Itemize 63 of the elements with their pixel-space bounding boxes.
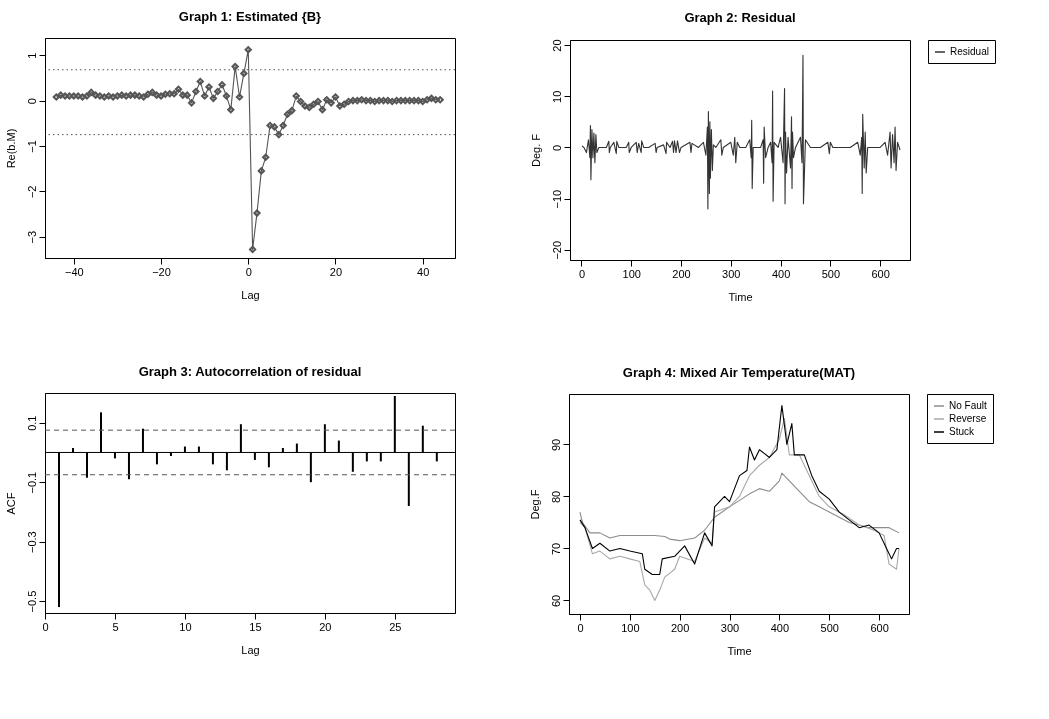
line-series bbox=[579, 417, 900, 602]
y-tick-label: −1 bbox=[25, 140, 38, 153]
legend-label: Reverse bbox=[949, 413, 987, 424]
x-tick-label: 0 bbox=[577, 621, 584, 634]
x-tick-label: 300 bbox=[722, 267, 741, 280]
x-tick-label: −40 bbox=[64, 265, 84, 278]
y-axis-title: ACF bbox=[4, 492, 17, 515]
y-tick-label: −0.1 bbox=[25, 471, 38, 494]
y-tick-label: 1 bbox=[25, 52, 38, 59]
legend-label: Residual bbox=[950, 46, 989, 57]
y-tick-label: −10 bbox=[550, 189, 563, 209]
x-tick-label: 0 bbox=[578, 267, 586, 280]
x-tick-label: 10 bbox=[179, 620, 192, 633]
x-tick-label: 25 bbox=[389, 620, 402, 633]
x-axis-title: Lag bbox=[241, 643, 260, 656]
chart-title: Graph 1: Estimated {B} bbox=[178, 9, 322, 24]
y-tick-label: 70 bbox=[549, 542, 562, 556]
y-tick-label: 10 bbox=[550, 90, 563, 103]
y-tick-label: −3 bbox=[25, 230, 38, 244]
y-tick-label: 0.1 bbox=[25, 415, 38, 431]
y-tick-label: −2 bbox=[25, 185, 38, 199]
y-axis-title: Deg. F bbox=[529, 133, 542, 168]
x-tick-label: 400 bbox=[770, 621, 790, 634]
y-axis-title: Re(b.M) bbox=[4, 128, 17, 169]
x-tick-label: 15 bbox=[249, 620, 262, 633]
x-tick-label: 500 bbox=[821, 267, 841, 280]
x-tick-label: 200 bbox=[672, 267, 691, 280]
x-tick-label: 100 bbox=[622, 267, 641, 280]
x-tick-label: 300 bbox=[720, 621, 740, 634]
y-tick-label: −0.5 bbox=[25, 590, 38, 613]
x-tick-label: 100 bbox=[621, 621, 640, 634]
x-tick-label: 40 bbox=[417, 265, 430, 278]
x-tick-label: 400 bbox=[771, 267, 791, 280]
x-tick-label: 20 bbox=[319, 620, 332, 633]
x-tick-label: 600 bbox=[871, 267, 890, 280]
line-series bbox=[579, 472, 900, 542]
y-tick-label: 90 bbox=[549, 438, 562, 452]
legend-label: Stuck bbox=[949, 426, 976, 437]
y-tick-label: 0 bbox=[25, 98, 38, 105]
x-tick-label: 200 bbox=[670, 621, 690, 634]
legend-label: No Fault bbox=[949, 400, 988, 411]
y-axis-title: Deg.F bbox=[528, 489, 541, 520]
x-tick-label: 20 bbox=[329, 265, 343, 278]
x-tick-label: 0 bbox=[42, 620, 49, 633]
y-tick-label: 0 bbox=[550, 144, 563, 151]
x-axis-title: Time bbox=[728, 290, 753, 303]
x-tick-label: 5 bbox=[112, 620, 119, 633]
y-tick-label: 60 bbox=[549, 594, 562, 608]
x-tick-label: −20 bbox=[152, 265, 171, 278]
y-tick-label: −20 bbox=[550, 240, 563, 260]
chart-title: Graph 2: Residual bbox=[684, 10, 796, 25]
y-tick-label: −0.3 bbox=[25, 531, 38, 554]
x-axis-title: Time bbox=[727, 644, 752, 657]
x-tick-label: 500 bbox=[820, 621, 839, 634]
x-tick-label: 600 bbox=[870, 621, 889, 634]
x-axis-title: Lag bbox=[241, 288, 260, 301]
line-series bbox=[581, 54, 901, 210]
chart-title: Graph 4: Mixed Air Temperature(MAT) bbox=[622, 364, 856, 380]
y-tick-label: 20 bbox=[550, 39, 563, 52]
chart-title: Graph 3: Autocorrelation of residual bbox=[138, 364, 362, 379]
y-tick-label: 80 bbox=[549, 490, 562, 504]
x-tick-label: 0 bbox=[245, 265, 252, 278]
line-series bbox=[579, 404, 900, 576]
